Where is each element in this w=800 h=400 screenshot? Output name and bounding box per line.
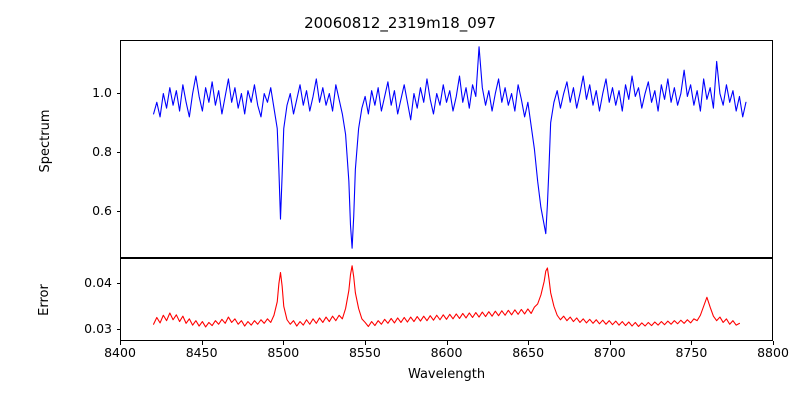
x-tick-label: 8500 bbox=[267, 345, 300, 360]
spectrum-plot-panel bbox=[120, 40, 773, 258]
y-tick-label-error: 0.04 bbox=[84, 275, 112, 291]
x-tick-label: 8400 bbox=[104, 345, 136, 360]
x-tick-mark bbox=[201, 341, 203, 345]
x-tick-label: 8450 bbox=[185, 345, 218, 360]
y-tick-label-spectrum: 0.6 bbox=[92, 202, 112, 218]
error-series-svg bbox=[153, 265, 740, 328]
spectrum-data-line bbox=[153, 46, 747, 249]
x-tick-mark bbox=[528, 341, 530, 345]
y-tick-mark bbox=[116, 283, 120, 285]
x-tick-mark bbox=[120, 341, 121, 345]
error-data-line bbox=[153, 265, 740, 328]
y-axis-label-spectrum: Spectrum bbox=[38, 109, 53, 173]
y-tick-mark bbox=[116, 329, 120, 331]
x-tick-label: 8600 bbox=[430, 345, 463, 360]
x-tick-label: 8750 bbox=[675, 345, 708, 360]
y-tick-mark bbox=[116, 210, 120, 212]
x-tick-label: 8800 bbox=[757, 345, 789, 360]
x-tick-label: 8700 bbox=[593, 345, 626, 360]
y-tick-label-error: 0.03 bbox=[84, 321, 112, 337]
y-tick-label-spectrum: 0.8 bbox=[92, 143, 112, 159]
page-title: 20060812_2319m18_097 bbox=[304, 14, 496, 32]
error-plot-panel bbox=[120, 258, 773, 341]
x-tick-mark bbox=[446, 341, 448, 345]
x-tick-mark bbox=[283, 341, 285, 345]
x-tick-mark bbox=[691, 341, 693, 345]
x-tick-mark bbox=[773, 341, 774, 345]
y-axis-label-error: Error bbox=[37, 284, 52, 316]
y-tick-mark bbox=[116, 93, 120, 95]
spectrum-series-svg bbox=[153, 46, 747, 249]
x-tick-mark bbox=[609, 341, 611, 345]
y-tick-label-spectrum: 1.0 bbox=[92, 85, 112, 101]
x-tick-label: 8650 bbox=[512, 345, 545, 360]
x-tick-mark bbox=[364, 341, 366, 345]
x-tick-label: 8550 bbox=[348, 345, 381, 360]
x-axis-label: Wavelength bbox=[407, 367, 486, 382]
y-tick-mark bbox=[116, 151, 120, 153]
